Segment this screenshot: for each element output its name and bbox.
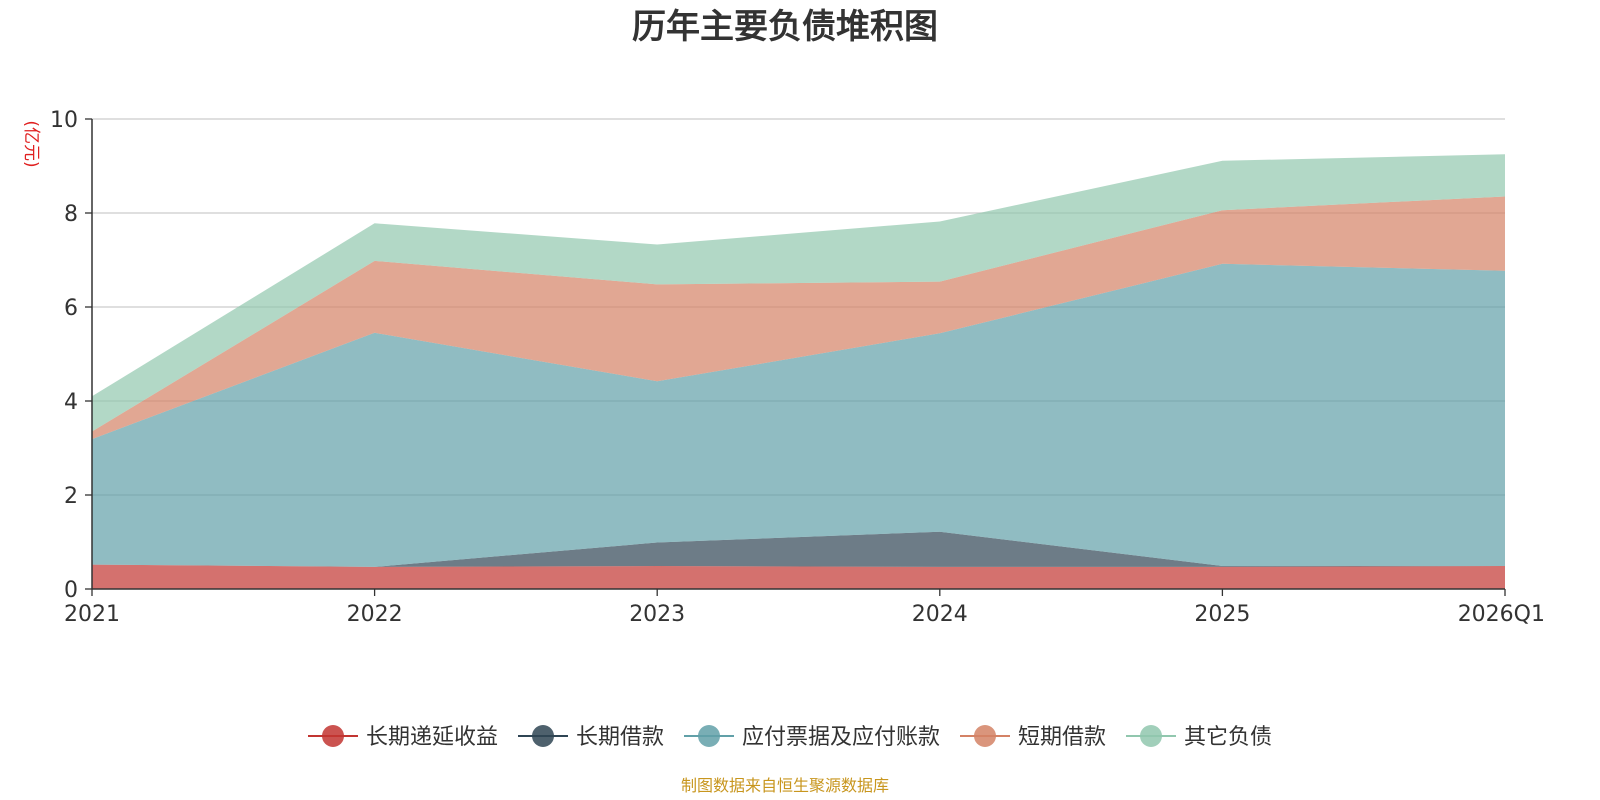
- legend-circle-marker: [322, 725, 344, 747]
- legend-item-2[interactable]: 应付票据及应付账款: [684, 725, 940, 750]
- legend-circle-marker: [974, 725, 996, 747]
- legend-circle-marker: [698, 725, 720, 747]
- legend-label: 应付票据及应付账款: [742, 725, 940, 750]
- legend-circle-marker: [1140, 725, 1162, 747]
- legend-label: 长期递延收益: [366, 725, 498, 750]
- series-areas: [92, 154, 1505, 589]
- data-source-note: 制图数据来自恒生聚源数据库: [681, 776, 889, 795]
- area-series-3: [92, 196, 1505, 440]
- x-tick-label: 2023: [629, 602, 685, 627]
- area-series-4: [92, 154, 1505, 432]
- y-tick-label: 4: [64, 390, 78, 415]
- y-tick-label: 2: [64, 484, 78, 509]
- area-series-2: [92, 263, 1505, 567]
- legend-item-3[interactable]: 短期借款: [960, 725, 1106, 750]
- area-series-1: [92, 531, 1505, 567]
- chart-title: 历年主要负债堆积图: [632, 7, 938, 47]
- y-axis-unit-label: (亿元): [21, 120, 41, 167]
- legend-label: 长期借款: [576, 725, 664, 750]
- x-tick-label: 2026Q1: [1458, 602, 1545, 627]
- y-tick-label: 0: [64, 578, 78, 603]
- legend-item-1[interactable]: 长期借款: [518, 725, 664, 750]
- legend-item-0[interactable]: 长期递延收益: [308, 725, 498, 750]
- y-tick-label: 10: [50, 108, 78, 133]
- legend: 长期递延收益 长期借款 应付票据及应付账款 短期借款 其它负债: [308, 725, 1272, 750]
- legend-circle-marker: [532, 725, 554, 747]
- y-tick-label: 6: [64, 296, 78, 321]
- legend-label: 短期借款: [1018, 725, 1106, 750]
- legend-label: 其它负债: [1184, 725, 1272, 750]
- x-tick-label: 2024: [912, 602, 968, 627]
- area-series-0: [92, 564, 1505, 589]
- x-tick-label: 2025: [1194, 602, 1250, 627]
- x-tick-label: 2021: [64, 602, 120, 627]
- y-tick-label: 8: [64, 202, 78, 227]
- legend-item-4[interactable]: 其它负债: [1126, 725, 1272, 750]
- x-tick-label: 2022: [347, 602, 403, 627]
- axes: 0 2 4 6 8 10 2021 2022 2023 2024 2025 2026Q1: [50, 108, 1545, 627]
